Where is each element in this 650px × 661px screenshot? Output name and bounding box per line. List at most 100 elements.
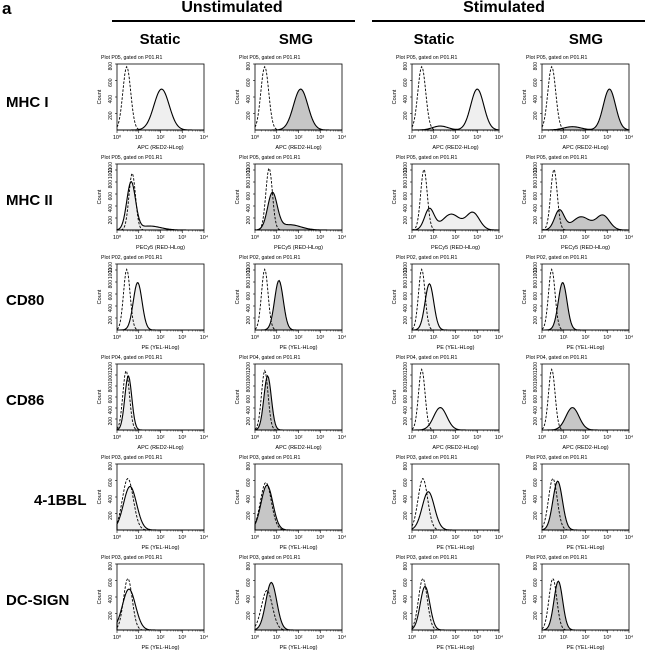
y-tick-label: 600 bbox=[533, 578, 539, 587]
x-tick-label: 10⁴ bbox=[495, 234, 504, 241]
x-tick-label: 10⁰ bbox=[538, 534, 547, 541]
panel-plot-title: Plot P05, gated on P01.R1 bbox=[239, 55, 301, 61]
y-tick-label: 600 bbox=[403, 395, 409, 404]
y-tick-label: 400 bbox=[403, 406, 409, 415]
y-tick-label: 1000 bbox=[403, 168, 409, 179]
y-axis-label: Count bbox=[392, 389, 398, 404]
y-tick-label: 400 bbox=[108, 304, 114, 313]
y-axis-label: Count bbox=[97, 289, 103, 304]
y-tick-label: 1000 bbox=[533, 268, 539, 279]
y-tick-label: 200 bbox=[108, 316, 114, 325]
x-tick-label: 10² bbox=[582, 635, 590, 641]
y-axis-label: Count bbox=[97, 189, 103, 204]
y-tick-label: 400 bbox=[108, 406, 114, 415]
y-axis-label: Count bbox=[235, 289, 241, 304]
sample-histogram bbox=[411, 282, 499, 331]
y-tick-label: 800 bbox=[246, 180, 252, 189]
x-tick-label: 10³ bbox=[473, 235, 481, 241]
panel-plot-title: Plot P05, gated on P01.R1 bbox=[101, 155, 163, 161]
x-axis-label: APC (RED2-HLog) bbox=[432, 145, 478, 151]
x-tick-label: 10⁴ bbox=[338, 334, 347, 341]
sample-histogram bbox=[116, 375, 204, 431]
x-tick-label: 10¹ bbox=[560, 635, 568, 641]
x-tick-label: 10⁰ bbox=[408, 334, 417, 341]
sample-histogram bbox=[254, 374, 342, 431]
x-axis-label: APC (RED2-HLog) bbox=[137, 145, 183, 151]
y-tick-label: 600 bbox=[108, 578, 114, 587]
isotype-control-histogram bbox=[541, 368, 629, 431]
x-tick-label: 10³ bbox=[316, 435, 324, 441]
y-axis-label: Count bbox=[235, 489, 241, 504]
y-tick-label: 400 bbox=[533, 495, 539, 504]
y-axis-label: Count bbox=[392, 289, 398, 304]
y-tick-label: 600 bbox=[108, 292, 114, 301]
y-tick-label: 800 bbox=[246, 462, 252, 471]
x-axis-label: APC (RED2-HLog) bbox=[137, 445, 183, 451]
x-tick-label: 10¹ bbox=[273, 635, 281, 641]
y-tick-label: 400 bbox=[403, 304, 409, 313]
y-tick-label: 600 bbox=[246, 192, 252, 201]
x-axis-label: PE (YEL-HLog) bbox=[142, 545, 180, 551]
x-tick-label: 10² bbox=[452, 535, 460, 541]
y-tick-label: 800 bbox=[533, 462, 539, 471]
panel-plot-title: Plot P02, gated on P01.R1 bbox=[239, 255, 301, 261]
row-label-dc-sign: DC-SIGN bbox=[6, 592, 69, 609]
panel-plot-title: Plot P05, gated on P01.R1 bbox=[396, 55, 458, 61]
y-tick-label: 600 bbox=[533, 192, 539, 201]
x-tick-label: 10¹ bbox=[430, 535, 438, 541]
y-axis-label: Count bbox=[522, 189, 528, 204]
isotype-control-histogram bbox=[411, 368, 499, 431]
x-tick-label: 10⁰ bbox=[538, 634, 547, 641]
x-tick-label: 10⁴ bbox=[200, 434, 209, 441]
isotype-control-histogram bbox=[116, 268, 204, 331]
sample-histogram bbox=[541, 209, 630, 231]
x-tick-label: 10¹ bbox=[430, 635, 438, 641]
x-tick-label: 10¹ bbox=[273, 535, 281, 541]
x-tick-label: 10¹ bbox=[135, 435, 143, 441]
x-axis-label: PE (YEL-HLog) bbox=[567, 645, 605, 651]
x-tick-label: 10³ bbox=[473, 635, 481, 641]
x-tick-label: 10² bbox=[452, 335, 460, 341]
y-tick-label: 200 bbox=[246, 611, 252, 620]
sample-histogram bbox=[254, 484, 342, 531]
y-tick-label: 800 bbox=[246, 562, 252, 571]
y-axis-label: Count bbox=[235, 589, 241, 604]
x-tick-label: 10² bbox=[295, 435, 303, 441]
x-tick-label: 10² bbox=[157, 335, 165, 341]
x-tick-label: 10¹ bbox=[273, 235, 281, 241]
panel-plot-title: Plot P03, gated on P01.R1 bbox=[239, 555, 301, 561]
x-tick-label: 10² bbox=[582, 235, 590, 241]
y-tick-label: 400 bbox=[108, 495, 114, 504]
y-tick-label: 200 bbox=[246, 417, 252, 426]
sample-histogram bbox=[541, 480, 629, 531]
x-tick-label: 10⁴ bbox=[625, 334, 634, 341]
x-tick-label: 10⁰ bbox=[408, 634, 417, 641]
sample-histogram bbox=[412, 407, 499, 431]
x-tick-label: 10¹ bbox=[135, 635, 143, 641]
isotype-control-histogram bbox=[411, 268, 499, 331]
y-tick-label: 800 bbox=[403, 180, 409, 189]
row-label-mhc-ii: MHC II bbox=[6, 192, 53, 209]
y-tick-label: 600 bbox=[403, 478, 409, 487]
y-tick-label: 600 bbox=[246, 578, 252, 587]
sample-histogram bbox=[411, 586, 499, 631]
row-label-cd86: CD86 bbox=[6, 392, 44, 409]
y-tick-label: 600 bbox=[246, 478, 252, 487]
y-tick-label: 1200 bbox=[108, 362, 114, 373]
x-tick-label: 10⁰ bbox=[538, 334, 547, 341]
y-tick-label: 200 bbox=[246, 316, 252, 325]
y-tick-label: 200 bbox=[533, 611, 539, 620]
sample-histogram bbox=[116, 588, 204, 631]
x-tick-label: 10¹ bbox=[560, 135, 568, 141]
x-axis-label: PE (YEL-HLog) bbox=[142, 645, 180, 651]
